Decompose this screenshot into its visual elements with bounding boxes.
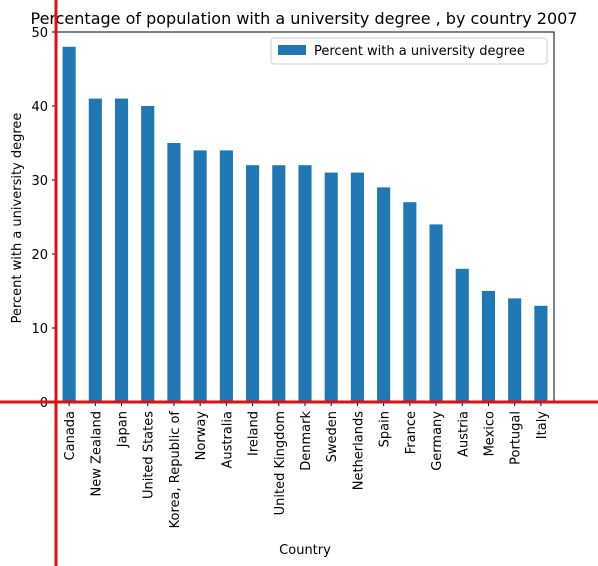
bars-group [62,46,548,403]
bar-canada [62,46,76,403]
y-axis-ticks: 01020304050 [31,26,56,411]
x-tick-label: Portugal [509,411,524,465]
y-tick-label: 20 [31,248,48,263]
x-tick-label: Norway [194,411,209,461]
bar-united-kingdom [272,165,286,402]
bar-australia [219,150,233,402]
legend-swatch [278,45,306,55]
bar-spain [377,187,391,402]
legend: Percent with a university degree [270,37,548,65]
y-axis-label: Percent with a university degree [10,113,25,324]
bar-netherlands [350,172,364,402]
x-tick-label: Japan [116,411,131,448]
x-tick-label: Italy [535,411,550,440]
y-tick-label: 40 [31,100,48,115]
chart-title: Percentage of population with a universi… [30,9,577,28]
x-tick-label: France [404,411,419,454]
x-tick-label: Mexico [482,411,497,456]
x-tick-label: Canada [63,411,78,460]
x-tick-label: Korea, Republic of [168,411,183,529]
bar-united-states [141,106,155,402]
legend-box [270,37,548,65]
x-tick-label: Germany [430,411,445,471]
bar-austria [455,268,469,402]
bar-mexico [481,291,496,402]
bar-italy [534,305,548,402]
bar-new-zealand [88,98,102,402]
bar-germany [429,224,443,402]
legend-label: Percent with a university degree [314,44,525,59]
x-tick-label: Australia [220,411,235,469]
bar-denmark [298,165,312,402]
bar-france [403,202,417,402]
x-tick-label: Austria [456,411,471,457]
bar-sweden [324,172,338,402]
bar-ireland [246,165,260,402]
bar-korea-republic-of [167,143,181,402]
x-tick-label: Denmark [299,411,314,471]
y-tick-label: 30 [31,174,48,189]
y-tick-label: 10 [31,322,48,337]
x-tick-label: Sweden [325,411,340,462]
x-tick-label: New Zealand [89,411,104,496]
bar-japan [114,98,129,402]
x-tick-label: Spain [378,411,393,447]
bar-portugal [508,298,522,402]
x-tick-label: United States [142,411,157,499]
x-axis-ticks: Canada New Zealand Japan United States Korea… [63,402,550,528]
x-tick-label: Ireland [247,411,262,456]
x-axis-label: Country [279,543,331,558]
y-tick-label: 50 [31,26,48,41]
x-tick-label: Netherlands [351,411,366,490]
bar-norway [193,150,207,402]
x-tick-label: United Kingdom [273,411,288,515]
